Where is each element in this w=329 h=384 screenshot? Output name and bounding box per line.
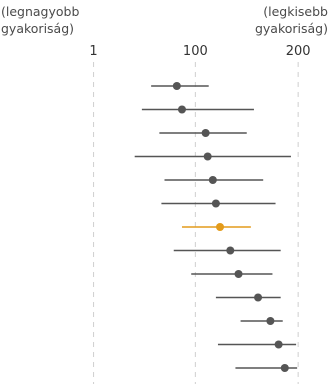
- x-tick-label-1: 100: [183, 44, 208, 59]
- gridlines: [93, 62, 299, 384]
- left-corner-label-line-1: (legnagyobb: [1, 4, 79, 19]
- left-corner-label-line-2: gyakoriság): [1, 21, 74, 36]
- estimate-point-3: [203, 152, 212, 161]
- estimate-point-12: [280, 364, 289, 372]
- row-8: [191, 270, 273, 278]
- estimate-point-5: [211, 199, 220, 208]
- right-corner-label-line-2: gyakoriság): [255, 21, 328, 36]
- estimate-point-11: [274, 340, 283, 349]
- interval-rows: [134, 82, 298, 372]
- estimate-point-9: [254, 293, 263, 302]
- estimate-point-7: [226, 246, 235, 255]
- estimate-point-6: [216, 223, 225, 231]
- row-11: [217, 340, 297, 349]
- row-2: [159, 129, 247, 137]
- row-6: [181, 223, 251, 231]
- right-corner-label-line-1: (legkisebb: [263, 4, 328, 19]
- row-12: [235, 364, 298, 372]
- x-tick-labels: 1 100 200: [89, 44, 310, 59]
- estimate-point-4: [208, 176, 217, 184]
- row-9: [215, 293, 281, 302]
- row-3: [134, 152, 291, 161]
- estimate-point-10: [266, 317, 275, 325]
- estimate-point-1: [177, 105, 186, 114]
- row-1: [141, 105, 254, 114]
- row-10: [240, 317, 283, 325]
- row-7: [173, 246, 281, 255]
- x-tick-label-2: 200: [286, 44, 311, 59]
- row-0: [151, 82, 209, 90]
- row-4: [164, 176, 264, 184]
- row-5: [161, 199, 276, 208]
- estimate-point-2: [201, 129, 210, 137]
- x-tick-label-0: 1: [89, 44, 97, 59]
- estimate-point-8: [234, 270, 243, 278]
- estimate-point-0: [172, 82, 181, 90]
